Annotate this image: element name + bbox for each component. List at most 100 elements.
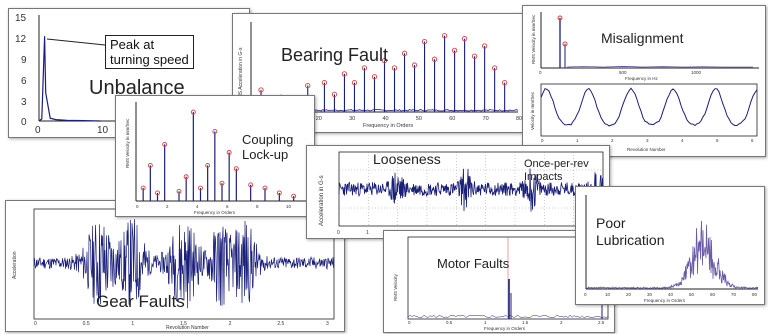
ytick: 0 bbox=[21, 117, 27, 128]
misalignment-panel: RMS Velocity in mm/Sec 0 500 1000 Freque… bbox=[522, 5, 766, 157]
xtick: 1 bbox=[131, 321, 134, 327]
bearing-marker bbox=[401, 50, 408, 56]
coupling-xlabel: Frequency in Orders bbox=[194, 210, 236, 215]
mis-xlabel-bottom: Revolution Number bbox=[627, 147, 666, 152]
xtick: 0 bbox=[408, 320, 411, 325]
coupling-marker bbox=[183, 174, 189, 180]
gear-title: Gear Faults bbox=[96, 292, 185, 311]
gear-faults-panel: Acceleration 0 0.5 1 1.5 2 2.5 3 Revolution Nu… bbox=[5, 200, 345, 332]
xtick: 4 bbox=[681, 138, 684, 143]
coupling-marker bbox=[262, 185, 268, 191]
coupling-title-line1: Coupling bbox=[242, 132, 294, 147]
xtick: 6 bbox=[751, 138, 754, 143]
coupling-marker bbox=[226, 150, 232, 155]
xtick: 8 bbox=[256, 204, 259, 209]
lubrication-title-line2: Lubrication bbox=[596, 232, 665, 248]
xtick: 10 bbox=[97, 125, 109, 136]
gear-xlabel: Revolution Number bbox=[166, 325, 209, 331]
bearing-marker bbox=[431, 56, 438, 62]
mis-top-noise bbox=[566, 66, 753, 68]
xtick: 80 bbox=[516, 116, 522, 122]
bearing-marker bbox=[351, 80, 358, 86]
xtick: 30 bbox=[647, 292, 653, 297]
xtick: 2.5 bbox=[277, 321, 284, 327]
motor-noise bbox=[407, 314, 609, 319]
xtick: 10 bbox=[605, 292, 611, 297]
lubrication-signal bbox=[585, 220, 759, 290]
motor-xlabel: Frequency in Orders bbox=[484, 326, 526, 331]
coupling-marker bbox=[233, 166, 239, 172]
xtick: 1.5 bbox=[180, 321, 187, 327]
lubrication-title: Poor Lubrication bbox=[596, 215, 665, 249]
coupling-marker bbox=[219, 180, 225, 186]
coupling-title-line2: Lock-up bbox=[242, 147, 289, 162]
bearing-marker bbox=[451, 47, 458, 54]
xtick: 60 bbox=[449, 116, 455, 122]
xtick: 60 bbox=[710, 292, 716, 297]
coupling-marker bbox=[198, 185, 203, 191]
coupling-marker bbox=[147, 162, 153, 168]
mis-ylabel-top: RMS Velocity in mm/Sec bbox=[531, 14, 536, 64]
xtick: 3 bbox=[646, 138, 649, 143]
lubrication-title-line1: Poor bbox=[596, 215, 626, 231]
looseness-title: Looseness bbox=[373, 151, 441, 167]
motor-chart: RMS Velocity 0 0.5 1 1.5 2 2.5 Frequency in O… bbox=[393, 236, 609, 331]
bearing-marker bbox=[411, 62, 418, 68]
callout-leader bbox=[46, 38, 106, 46]
xtick: 2.5 bbox=[598, 320, 605, 325]
xtick: 50 bbox=[416, 116, 422, 122]
xtick: 30 bbox=[349, 116, 355, 122]
gear-ylabel: Acceleration bbox=[12, 251, 18, 279]
bearing-marker bbox=[381, 58, 388, 64]
bearing-marker bbox=[258, 87, 264, 93]
motor-title: Motor Faults bbox=[437, 256, 510, 271]
bearing-marker bbox=[471, 53, 478, 59]
bearing-marker bbox=[371, 74, 378, 80]
xtick: 0.5 bbox=[446, 320, 453, 325]
lubrication-panel: 0 10 20 30 40 50 60 70 80 Frequency in Orders Po… bbox=[575, 186, 765, 305]
unbalance-title: Unbalance bbox=[89, 77, 185, 99]
unbalance-series-line bbox=[38, 36, 101, 122]
bearing-marker bbox=[491, 65, 498, 71]
bearing-ylabel: RMS Acceleration in G-s bbox=[238, 47, 244, 102]
xtick: 2 bbox=[166, 204, 169, 209]
xtick: 80 bbox=[752, 292, 758, 297]
xtick: 5 bbox=[716, 138, 719, 143]
motor-ylabel: RMS Velocity bbox=[393, 273, 398, 301]
lubrication-chart: 0 10 20 30 40 50 60 70 80 Frequency in Orders bbox=[584, 195, 759, 303]
xtick: 2 bbox=[229, 321, 232, 327]
callout-line1: Peak at bbox=[110, 37, 155, 52]
looseness-chart: Acceleration in G-s 0123456789 bbox=[319, 151, 604, 236]
xtick: 0 bbox=[35, 125, 41, 136]
xtick: 6 bbox=[226, 204, 229, 209]
mis-marker bbox=[557, 15, 563, 21]
bearing-marker bbox=[421, 38, 428, 45]
coupling-marker bbox=[291, 193, 297, 199]
xtick: 0.5 bbox=[83, 321, 90, 327]
xtick: 20 bbox=[626, 292, 632, 297]
coupling-marker bbox=[140, 185, 146, 191]
xtick: 3 bbox=[326, 321, 329, 327]
ytick: 6 bbox=[21, 76, 27, 87]
ytick: 9 bbox=[21, 55, 27, 66]
misalignment-title: Misalignment bbox=[601, 30, 684, 46]
xtick: 50 bbox=[689, 292, 695, 297]
xtick: 10 bbox=[286, 204, 292, 209]
callout-line2: turning speed bbox=[110, 52, 189, 67]
bearing-marker bbox=[391, 65, 398, 71]
coupling-panel: RMS Velocity in mm/Sec 0 2 4 6 8 10 Frequency… bbox=[115, 95, 315, 217]
bearing-marker bbox=[331, 91, 338, 98]
bearing-marker bbox=[441, 33, 448, 39]
bearing-marker bbox=[305, 82, 311, 89]
ytick: 3 bbox=[21, 97, 27, 108]
coupling-marker bbox=[205, 162, 211, 168]
xtick: 0 bbox=[34, 321, 37, 327]
xtick: 0 bbox=[584, 292, 587, 297]
xtick: 1 bbox=[366, 230, 369, 236]
coupling-title: Coupling Lock-up bbox=[242, 132, 293, 162]
annotation-line2: Impacts bbox=[524, 171, 563, 183]
xtick: 0 bbox=[136, 204, 139, 209]
coupling-marker bbox=[155, 190, 160, 196]
bearing-marker bbox=[321, 80, 328, 86]
xtick: 1 bbox=[576, 138, 579, 143]
